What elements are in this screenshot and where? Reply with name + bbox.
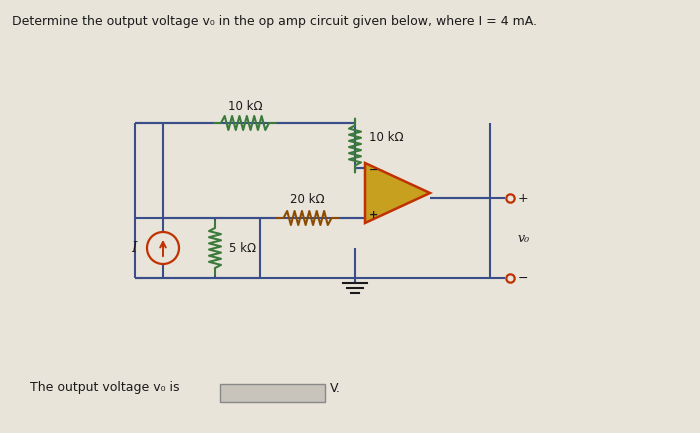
Text: +: + [518, 191, 528, 204]
Text: V.: V. [330, 381, 341, 394]
FancyBboxPatch shape [220, 384, 325, 402]
Text: Determine the output voltage v₀ in the op amp circuit given below, where I = 4 m: Determine the output voltage v₀ in the o… [12, 15, 537, 28]
Text: 5 kΩ: 5 kΩ [229, 242, 256, 255]
Text: v₀: v₀ [518, 232, 530, 245]
Text: 10 kΩ: 10 kΩ [369, 131, 404, 144]
Text: 20 kΩ: 20 kΩ [290, 193, 325, 206]
Text: 10 kΩ: 10 kΩ [228, 100, 262, 113]
Text: −: − [518, 271, 528, 284]
Text: −: − [370, 165, 379, 175]
Text: The output voltage v₀ is: The output voltage v₀ is [30, 381, 179, 394]
Polygon shape [365, 163, 430, 223]
Text: +: + [370, 210, 379, 220]
Text: I: I [132, 241, 137, 255]
